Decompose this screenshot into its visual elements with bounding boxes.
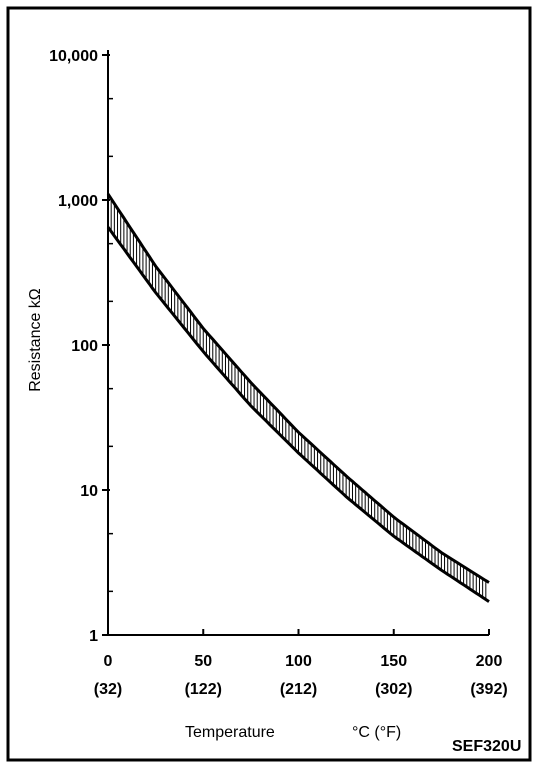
x-tick-fahrenheit-label: (392): [470, 681, 507, 698]
figure-code: SEF320U: [452, 738, 521, 755]
y-tick-label: 10: [80, 483, 98, 500]
x-tick-fahrenheit-label: (212): [280, 681, 317, 698]
y-axis-title: Resistance kΩ: [27, 288, 44, 392]
y-tick-label: 1,000: [58, 193, 98, 210]
axes: [107, 50, 490, 636]
y-tick-label: 100: [71, 338, 98, 355]
x-tick-label: 150: [380, 653, 407, 670]
x-axis-unit: °C (°F): [352, 724, 401, 741]
x-tick-fahrenheit-label: (122): [185, 681, 222, 698]
x-tick-label: 50: [194, 653, 212, 670]
chart-border: [6, 6, 532, 762]
x-tick-fahrenheit-label: (32): [94, 681, 122, 698]
band-upper-line: [106, 193, 490, 584]
x-tick-label: 200: [476, 653, 503, 670]
x-tick-labels: 0 (32) 50 (122) 100 (212) 150 (302) 200 (392): [94, 653, 508, 698]
y-tick-labels: 1 10 100 1,000 10,000: [49, 48, 110, 645]
x-tick-label: 100: [285, 653, 312, 670]
band-lower-line: [106, 226, 490, 603]
x-tick-label: 0: [104, 653, 113, 670]
y-tick-label: 10,000: [49, 48, 98, 65]
x-axis-title: Temperature: [185, 724, 275, 741]
resistance-band: [106, 193, 490, 603]
x-tick-fahrenheit-label: (302): [375, 681, 412, 698]
y-tick-label: 1: [89, 628, 98, 645]
